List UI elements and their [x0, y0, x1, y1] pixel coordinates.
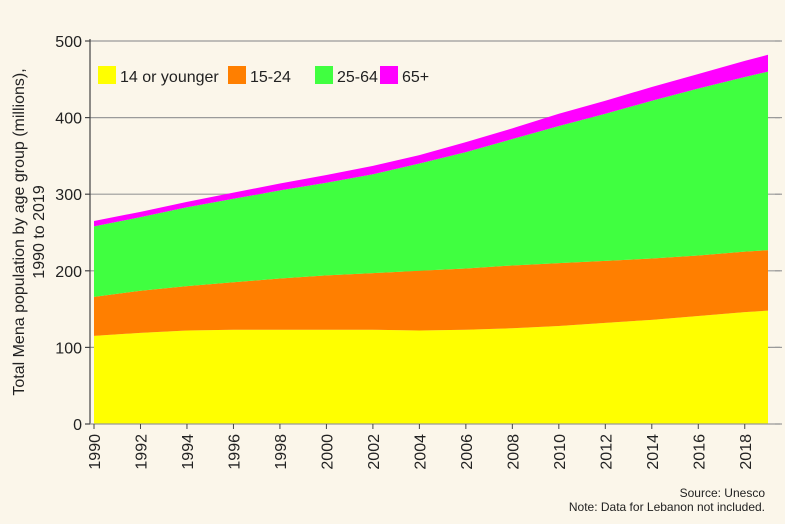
- legend-label: 15-24: [250, 69, 291, 86]
- y-tick-label: 400: [55, 111, 82, 128]
- legend-label: 25-64: [337, 69, 378, 86]
- x-tick-label: 2002: [366, 434, 383, 470]
- legend: 14 or younger 15-24 25-64 65+: [98, 66, 429, 86]
- y-tick-label: 300: [55, 187, 82, 204]
- x-tick-label: 1998: [273, 434, 290, 470]
- x-tick-label: 1992: [133, 434, 150, 470]
- legend-swatch: [380, 66, 398, 84]
- x-tick-label: 2012: [598, 434, 615, 470]
- x-tick-label: 2004: [412, 434, 429, 470]
- x-tick-label: 1990: [87, 434, 104, 470]
- area-65-: [94, 54, 768, 227]
- source-note: Source: Unesco: [680, 486, 766, 500]
- x-tick-label: 2016: [691, 434, 708, 470]
- legend-label: 65+: [402, 69, 429, 86]
- y-tick-label: 500: [55, 34, 82, 51]
- area-14-or-younger: [94, 310, 768, 424]
- x-tick-label: 2014: [645, 434, 662, 470]
- x-tick-label: 1994: [180, 434, 197, 470]
- areas: [94, 54, 768, 424]
- x-tick-label: 2008: [505, 434, 522, 470]
- x-tick-label: 2010: [552, 434, 569, 470]
- axes: 0 100 200 300 400 500 1990 1992 1994 1996 1998 2000…: [55, 34, 782, 470]
- x-tick-label: 2018: [738, 434, 755, 470]
- data-note: Note: Data for Lebanon not included.: [569, 500, 765, 514]
- y-axis-label-line1: Total Mena population by age group (mill…: [11, 68, 28, 395]
- y-tick-label: 0: [73, 417, 82, 434]
- y-axis-label-line2: 1990 to 2019: [31, 185, 48, 279]
- y-tick-label: 200: [55, 264, 82, 281]
- legend-swatch: [228, 66, 246, 84]
- area-25-64: [94, 71, 768, 297]
- x-tick-label: 2006: [459, 434, 476, 470]
- area-15-24: [94, 250, 768, 336]
- y-tick-label: 100: [55, 340, 82, 357]
- x-tick-label: 2000: [319, 434, 336, 470]
- legend-label: 14 or younger: [120, 69, 219, 86]
- x-tick-label: 1996: [226, 434, 243, 470]
- legend-swatch: [315, 66, 333, 84]
- legend-swatch: [98, 66, 116, 84]
